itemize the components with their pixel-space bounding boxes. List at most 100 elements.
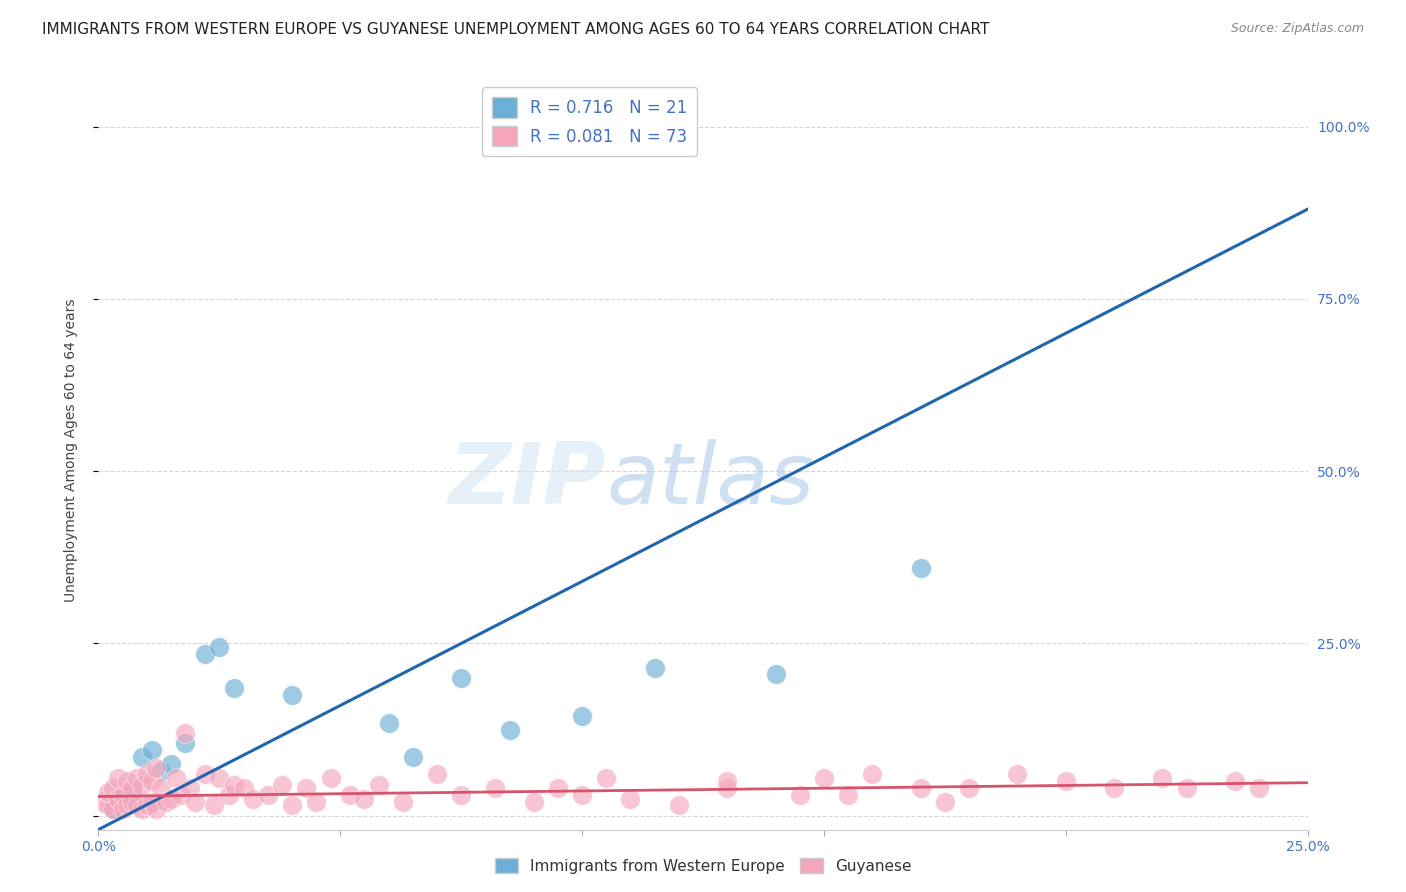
- Y-axis label: Unemployment Among Ages 60 to 64 years: Unemployment Among Ages 60 to 64 years: [63, 299, 77, 602]
- Point: [1152, 771, 1174, 785]
- Point: [232, 781, 254, 796]
- Point: [111, 788, 134, 802]
- Point: [111, 802, 134, 816]
- Point: [121, 785, 143, 799]
- Point: [368, 778, 391, 792]
- Point: [111, 791, 134, 805]
- Text: Source: ZipAtlas.com: Source: ZipAtlas.com: [1230, 22, 1364, 36]
- Point: [218, 788, 240, 802]
- Point: [523, 795, 546, 809]
- Point: [934, 795, 956, 809]
- Point: [135, 798, 157, 813]
- Point: [595, 771, 617, 785]
- Point: [107, 771, 129, 785]
- Point: [353, 791, 375, 805]
- Point: [619, 791, 641, 805]
- Point: [256, 788, 278, 802]
- Point: [1054, 774, 1077, 789]
- Point: [155, 795, 177, 809]
- Point: [179, 781, 201, 796]
- Point: [377, 715, 399, 730]
- Point: [135, 767, 157, 781]
- Point: [121, 795, 143, 809]
- Point: [957, 781, 980, 796]
- Point: [450, 788, 472, 802]
- Point: [169, 788, 191, 802]
- Point: [117, 774, 139, 789]
- Point: [127, 771, 149, 785]
- Point: [208, 640, 231, 654]
- Point: [97, 785, 120, 799]
- Point: [160, 757, 183, 772]
- Point: [208, 771, 231, 785]
- Point: [910, 781, 932, 796]
- Legend: Immigrants from Western Europe, Guyanese: Immigrants from Western Europe, Guyanese: [488, 852, 918, 880]
- Point: [165, 771, 187, 785]
- Point: [402, 750, 425, 764]
- Text: ZIP: ZIP: [449, 439, 606, 523]
- Point: [194, 647, 217, 661]
- Point: [131, 750, 153, 764]
- Text: atlas: atlas: [606, 439, 814, 523]
- Point: [1175, 781, 1198, 796]
- Point: [1102, 781, 1125, 796]
- Point: [860, 767, 883, 781]
- Point: [127, 798, 149, 813]
- Point: [174, 726, 197, 740]
- Point: [145, 760, 167, 774]
- Point: [97, 798, 120, 813]
- Point: [668, 798, 690, 813]
- Point: [392, 795, 415, 809]
- Point: [131, 778, 153, 792]
- Point: [450, 671, 472, 685]
- Point: [150, 781, 173, 796]
- Point: [242, 791, 264, 805]
- Point: [837, 788, 859, 802]
- Point: [426, 767, 449, 781]
- Point: [339, 788, 361, 802]
- Point: [107, 791, 129, 805]
- Point: [547, 781, 569, 796]
- Point: [319, 771, 342, 785]
- Point: [117, 798, 139, 813]
- Point: [141, 795, 163, 809]
- Point: [813, 771, 835, 785]
- Point: [1007, 767, 1029, 781]
- Point: [281, 688, 304, 702]
- Text: IMMIGRANTS FROM WESTERN EUROPE VS GUYANESE UNEMPLOYMENT AMONG AGES 60 TO 64 YEAR: IMMIGRANTS FROM WESTERN EUROPE VS GUYANE…: [42, 22, 990, 37]
- Point: [101, 781, 124, 796]
- Point: [194, 767, 217, 781]
- Point: [571, 708, 593, 723]
- Point: [222, 778, 245, 792]
- Point: [765, 667, 787, 681]
- Point: [101, 802, 124, 816]
- Point: [281, 798, 304, 813]
- Point: [160, 791, 183, 805]
- Point: [150, 764, 173, 778]
- Point: [571, 788, 593, 802]
- Point: [789, 788, 811, 802]
- Point: [716, 774, 738, 789]
- Point: [101, 802, 124, 816]
- Point: [295, 781, 318, 796]
- Point: [484, 781, 506, 796]
- Point: [222, 681, 245, 696]
- Point: [910, 560, 932, 574]
- Point: [121, 781, 143, 796]
- Point: [271, 778, 294, 792]
- Point: [1223, 774, 1246, 789]
- Point: [145, 802, 167, 816]
- Point: [716, 781, 738, 796]
- Point: [141, 743, 163, 757]
- Point: [305, 795, 328, 809]
- Point: [174, 736, 197, 750]
- Point: [131, 802, 153, 816]
- Point: [91, 795, 114, 809]
- Legend: R = 0.716   N = 21, R = 0.081   N = 73: R = 0.716 N = 21, R = 0.081 N = 73: [482, 87, 697, 156]
- Point: [204, 798, 226, 813]
- Point: [184, 795, 207, 809]
- Point: [498, 723, 520, 737]
- Point: [644, 660, 666, 674]
- Point: [1249, 781, 1271, 796]
- Point: [141, 774, 163, 789]
